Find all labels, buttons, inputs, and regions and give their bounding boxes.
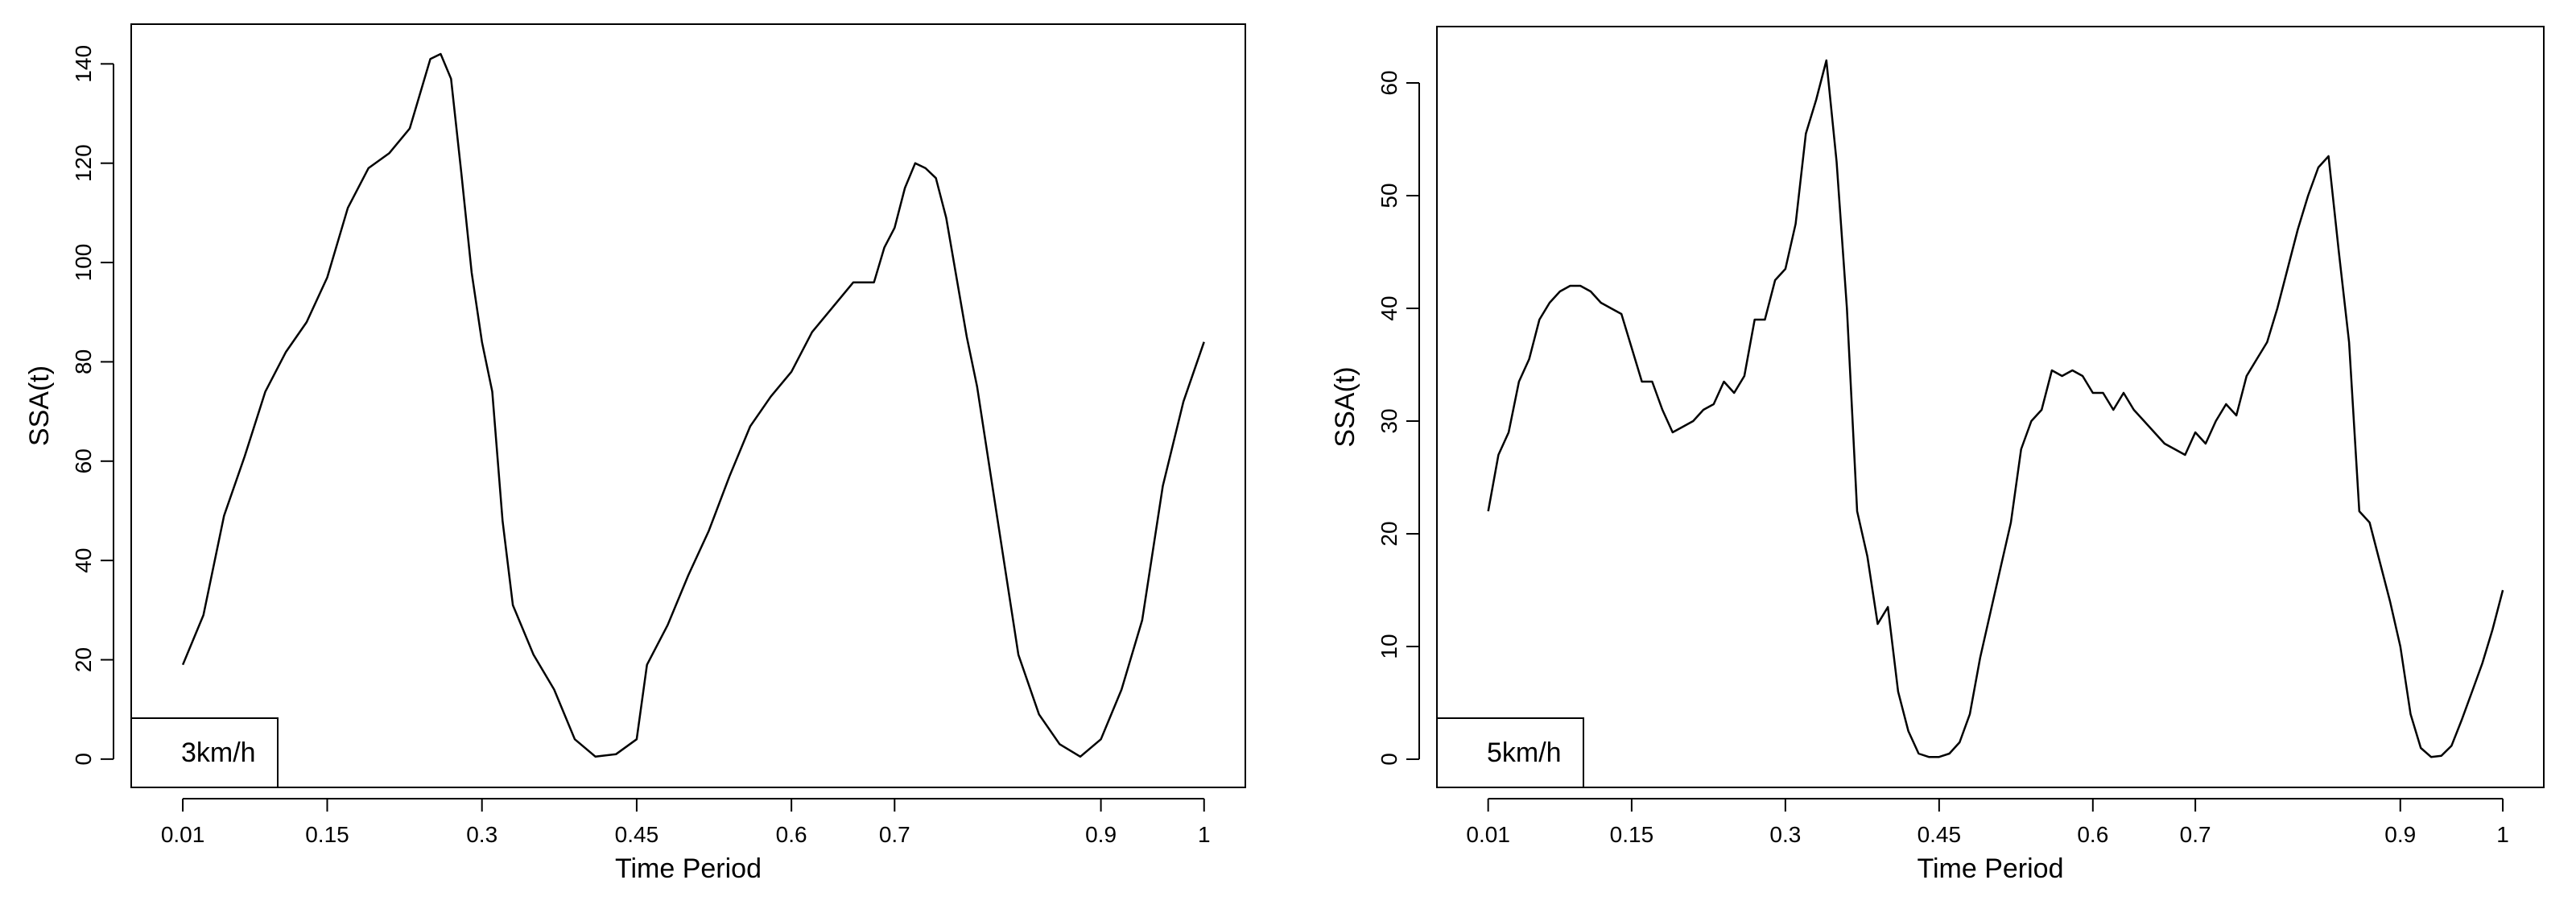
plot-frame — [1436, 26, 2545, 788]
chart-panel-2: 0.01 0.15 0.3 0.45 0.6 0.7 0.9 10102030405060Ti… — [1330, 26, 2545, 884]
x-tick-label: 0.9 — [2384, 822, 2416, 847]
y-tick-label: 30 — [1377, 408, 1402, 433]
x-tick-label: 0.7 — [879, 822, 910, 847]
y-tick-label: 100 — [71, 244, 96, 282]
legend-box — [1436, 717, 1584, 788]
y-tick-label: 60 — [71, 448, 96, 473]
y-tick-label: 40 — [71, 548, 96, 573]
x-tick-label: 0.3 — [466, 822, 497, 847]
x-axis-title: Time Period — [1917, 853, 2063, 884]
y-axis-title: SSA(t) — [24, 366, 55, 446]
y-tick-label: 0 — [1377, 753, 1402, 766]
x-axis-title: Time Period — [615, 853, 762, 884]
y-tick-label: 10 — [1377, 634, 1402, 659]
x-tick-label: 0.7 — [2180, 822, 2211, 847]
x-tick-label: 1 — [1198, 822, 1211, 847]
x-tick-label: 0.3 — [1769, 822, 1801, 847]
y-axis-title: SSA(t) — [1330, 366, 1360, 447]
y-tick-label: 60 — [1377, 70, 1402, 95]
x-tick-label: 0.01 — [1466, 822, 1510, 847]
legend: 5km/h — [1436, 717, 1584, 788]
y-tick-label: 80 — [71, 349, 96, 374]
y-tick-label: 40 — [1377, 295, 1402, 320]
x-tick-label: 0.15 — [305, 822, 349, 847]
x-tick-label: 0.01 — [161, 822, 205, 847]
y-tick-label: 120 — [71, 144, 96, 182]
legend-label: 3km/h — [181, 737, 256, 768]
x-tick-label: 0.45 — [615, 822, 659, 847]
legend-box — [130, 717, 279, 788]
legend: 3km/h — [130, 717, 279, 788]
chart-panel-1: 0.01 0.15 0.3 0.45 0.6 0.7 0.9 1 0 20 40 60 80 100 120… — [24, 23, 1246, 884]
y-tick-label: 20 — [1377, 521, 1402, 546]
series-line-1 — [181, 52, 1205, 758]
x-tick-label: 0.9 — [1085, 822, 1117, 847]
x-tick-label: 0.45 — [1918, 822, 1962, 847]
plot-frame — [130, 23, 1246, 788]
y-tick-label: 20 — [71, 647, 96, 672]
series-line-1 — [1487, 59, 2504, 758]
y-tick-label: 50 — [1377, 183, 1402, 208]
y-tick-label: 140 — [71, 45, 96, 83]
y-tick-label: 0 — [71, 753, 96, 766]
x-tick-label: 1 — [2496, 822, 2509, 847]
legend-label: 5km/h — [1487, 737, 1562, 768]
x-tick-label: 0.6 — [776, 822, 807, 847]
x-tick-label: 0.6 — [2077, 822, 2108, 847]
x-tick-label: 0.15 — [1610, 822, 1654, 847]
